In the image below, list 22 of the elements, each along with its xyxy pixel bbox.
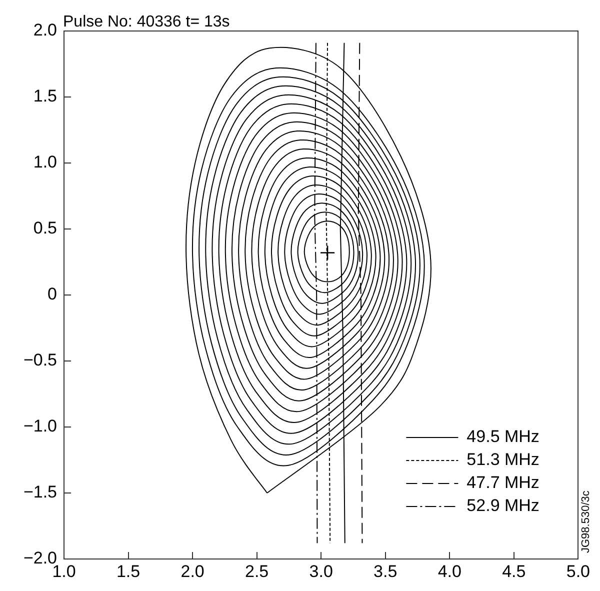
x-tick-label: 4.5 <box>502 562 526 581</box>
y-tick-label: 0.5 <box>33 218 57 238</box>
y-tick-label: −0.5 <box>23 350 57 370</box>
chart-title: Pulse No: 40336 t= 13s <box>63 13 230 30</box>
y-tick-label: −1.0 <box>23 416 57 436</box>
x-tick-label: 3.5 <box>374 562 398 581</box>
x-tick-label: 5.0 <box>566 562 590 581</box>
x-tick-label: 1.5 <box>116 562 140 581</box>
legend-label: 47.7 MHz <box>466 473 540 492</box>
x-tick-label: 4.0 <box>438 562 462 581</box>
y-tick-label: −1.5 <box>23 482 57 502</box>
legend-label: 52.9 MHz <box>466 496 540 516</box>
y-tick-label: 2.0 <box>33 20 57 40</box>
x-tick-label: 2.5 <box>245 562 269 581</box>
y-tick-label: 1.5 <box>33 86 57 106</box>
x-tick-label: 2.0 <box>180 562 204 581</box>
legend-label: 49.5 MHz <box>466 427 540 446</box>
x-tick-label: 3.0 <box>309 562 333 581</box>
y-tick-label: 0 <box>48 284 57 304</box>
y-tick-label: 1.0 <box>33 152 57 172</box>
legend-label: 51.3 MHz <box>466 450 540 470</box>
text: JG98.530/3c <box>580 490 592 553</box>
